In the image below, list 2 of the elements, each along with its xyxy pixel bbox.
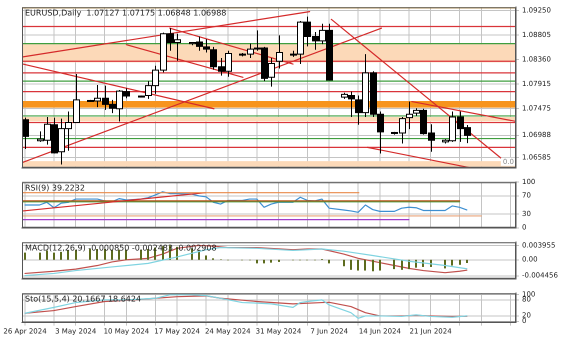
chart-title: RSI(9) 39.2232 — [25, 183, 85, 192]
chart-title: EURUSD,Daily 1.07127 1.07175 1.06848 1.06988 — [25, 8, 226, 18]
